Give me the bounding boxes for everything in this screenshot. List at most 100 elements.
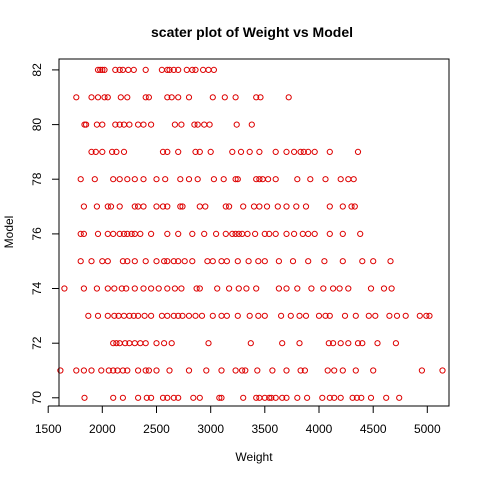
- y-tick-label: 82: [30, 63, 44, 77]
- data-point: [336, 285, 343, 292]
- data-point: [166, 367, 173, 374]
- y-axis-ticks: 70 72 74 76 78 80 82: [30, 63, 59, 404]
- data-point: [253, 394, 260, 401]
- data-point: [179, 203, 186, 210]
- data-point: [118, 285, 125, 292]
- data-point: [418, 367, 425, 374]
- data-point: [175, 394, 182, 401]
- data-point: [99, 121, 106, 128]
- data-point: [153, 203, 160, 210]
- data-point: [178, 121, 185, 128]
- data-point: [201, 230, 208, 237]
- data-point: [92, 148, 99, 155]
- data-point: [261, 230, 268, 237]
- data-point: [179, 312, 186, 319]
- data-point: [113, 340, 120, 347]
- data-point: [216, 394, 223, 401]
- data-point: [255, 312, 262, 319]
- data-point: [117, 94, 124, 101]
- data-point: [175, 94, 182, 101]
- data-point: [88, 367, 95, 374]
- data-point: [278, 312, 285, 319]
- data-point: [367, 394, 375, 401]
- chart-title: scater plot of Weight vs Model: [151, 24, 353, 40]
- data-point: [311, 230, 318, 237]
- x-axis-ticks: 1500 2000 2500 3000 3500 4000 4500 5000: [35, 406, 441, 436]
- data-point: [279, 340, 286, 347]
- data-point: [257, 94, 264, 101]
- data-point: [254, 367, 261, 374]
- data-point: [348, 203, 355, 210]
- data-point: [185, 176, 193, 183]
- data-point: [337, 394, 344, 401]
- data-point: [77, 176, 84, 183]
- data-point: [272, 230, 279, 237]
- data-point: [365, 312, 372, 319]
- data-point: [135, 394, 142, 401]
- data-point: [319, 394, 326, 401]
- data-point: [61, 285, 68, 292]
- data-point: [93, 285, 101, 292]
- data-point: [370, 367, 377, 374]
- data-point: [189, 230, 196, 237]
- data-point: [416, 312, 423, 319]
- data-point: [164, 66, 171, 74]
- data-point: [73, 94, 80, 101]
- data-point: [283, 148, 290, 155]
- data-point: [97, 66, 104, 74]
- data-point: [283, 394, 290, 401]
- data-point: [194, 121, 201, 128]
- data-point: [234, 258, 241, 265]
- data-point: [272, 394, 279, 401]
- data-point: [143, 394, 150, 401]
- data-point: [99, 66, 106, 74]
- data-point: [326, 312, 333, 319]
- data-point: [351, 203, 358, 210]
- data-point: [359, 258, 366, 265]
- data-point: [256, 176, 263, 183]
- data-point: [135, 312, 142, 319]
- data-point: [112, 66, 119, 74]
- data-point: [302, 203, 310, 210]
- data-point: [296, 340, 303, 347]
- data-point: [268, 394, 275, 401]
- data-point: [142, 66, 149, 74]
- data-point: [229, 148, 236, 155]
- data-point: [214, 285, 221, 292]
- data-point: [253, 94, 260, 101]
- data-point: [192, 66, 199, 74]
- data-point: [263, 203, 271, 210]
- data-points: [57, 66, 446, 401]
- data-point: [124, 94, 131, 101]
- data-point: [80, 367, 88, 374]
- data-point: [232, 230, 239, 237]
- data-point: [283, 230, 290, 237]
- x-tick-label: 3500: [251, 422, 278, 436]
- data-point: [116, 121, 123, 128]
- data-point: [162, 176, 169, 183]
- data-point: [142, 258, 149, 265]
- x-tick-label: 4500: [360, 422, 387, 436]
- data-point: [119, 394, 127, 401]
- data-point: [304, 394, 311, 401]
- data-point: [261, 258, 268, 265]
- data-point: [185, 312, 193, 319]
- data-point: [142, 340, 149, 347]
- data-point: [124, 258, 131, 265]
- data-point: [198, 312, 206, 319]
- data-point: [175, 148, 182, 155]
- data-point: [261, 312, 268, 319]
- data-point: [101, 66, 108, 74]
- data-point: [94, 312, 102, 319]
- data-point: [305, 258, 312, 265]
- data-point: [302, 312, 310, 319]
- data-point: [110, 176, 117, 183]
- data-point: [307, 176, 314, 183]
- data-point: [88, 94, 95, 101]
- data-point: [88, 148, 95, 155]
- data-point: [232, 94, 239, 101]
- data-point: [232, 176, 239, 183]
- data-point: [181, 258, 188, 265]
- data-point: [111, 285, 118, 292]
- data-point: [235, 285, 242, 292]
